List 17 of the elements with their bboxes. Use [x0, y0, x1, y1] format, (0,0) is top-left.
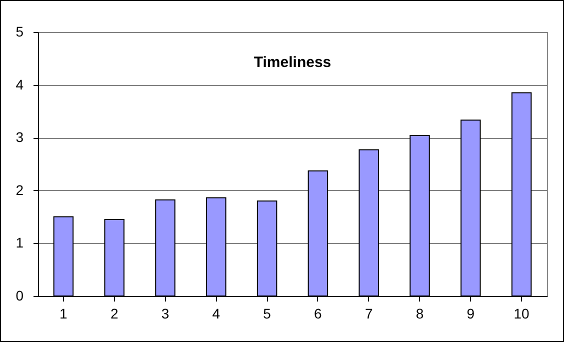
x-tick-label: 6 [314, 306, 322, 322]
x-tick-label: 9 [466, 306, 475, 322]
y-tick-label: 4 [16, 76, 24, 92]
y-tick-label: 1 [16, 234, 24, 251]
x-tick-label: 8 [416, 306, 424, 322]
y-tick-label: 5 [16, 24, 24, 40]
x-tick-label: 7 [364, 306, 373, 322]
y-tick-label: 3 [16, 129, 24, 146]
x-tick-label: 1 [60, 306, 68, 322]
x-tick-label: 4 [212, 306, 220, 322]
x-tick-label: 10 [514, 306, 530, 322]
x-tick-label: 3 [161, 306, 170, 322]
x-tick-label: 5 [263, 306, 272, 322]
y-tick-label: 0 [16, 288, 24, 304]
text: Timeliness [254, 54, 332, 71]
x-tick-label: 2 [110, 306, 118, 322]
y-tick-label: 2 [16, 182, 24, 198]
